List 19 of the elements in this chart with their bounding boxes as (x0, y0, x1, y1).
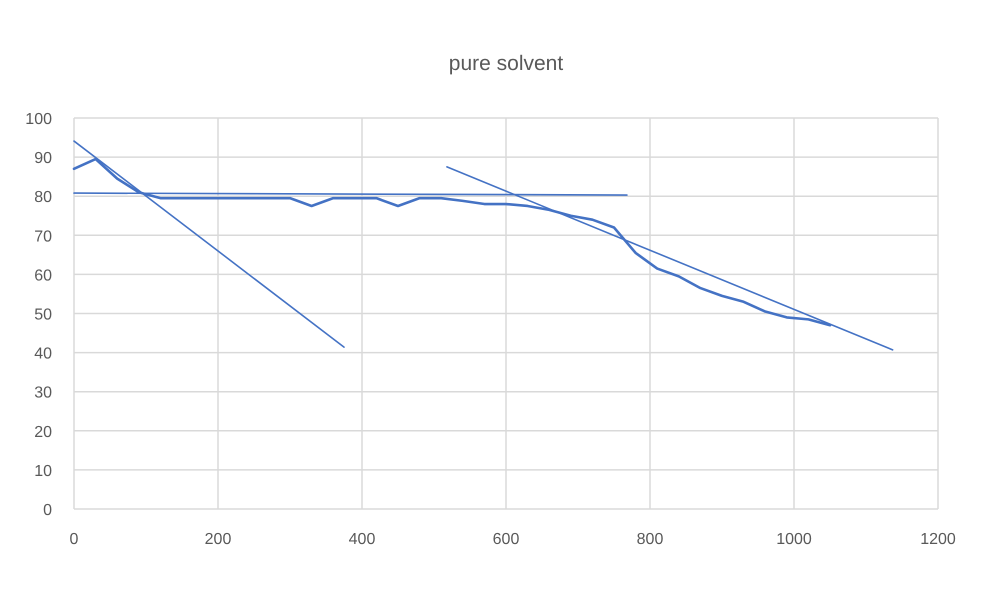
x-tick-label: 400 (348, 531, 376, 548)
y-tick-label: 60 (34, 267, 52, 284)
x-tick-label: 1200 (920, 531, 956, 548)
y-tick-label: 90 (34, 150, 52, 168)
y-tick-label: 0 (43, 502, 52, 519)
y-tick-label: 80 (34, 189, 52, 206)
y-tick-label: 50 (34, 306, 52, 324)
x-tick-label: 0 (70, 531, 79, 548)
y-tick-label: 30 (34, 384, 52, 402)
y-tick-label: 70 (34, 228, 52, 246)
x-tick-label: 200 (204, 531, 232, 548)
y-tick-label: 20 (34, 424, 52, 441)
chart-title: pure solvent (448, 52, 564, 75)
y-tick-label: 100 (25, 111, 52, 128)
x-tick-label: 1000 (776, 531, 812, 548)
y-tick-label: 40 (34, 346, 52, 363)
x-tick-label: 800 (636, 531, 664, 548)
x-tick-label: 600 (492, 531, 520, 548)
y-tick-label: 10 (34, 462, 52, 480)
